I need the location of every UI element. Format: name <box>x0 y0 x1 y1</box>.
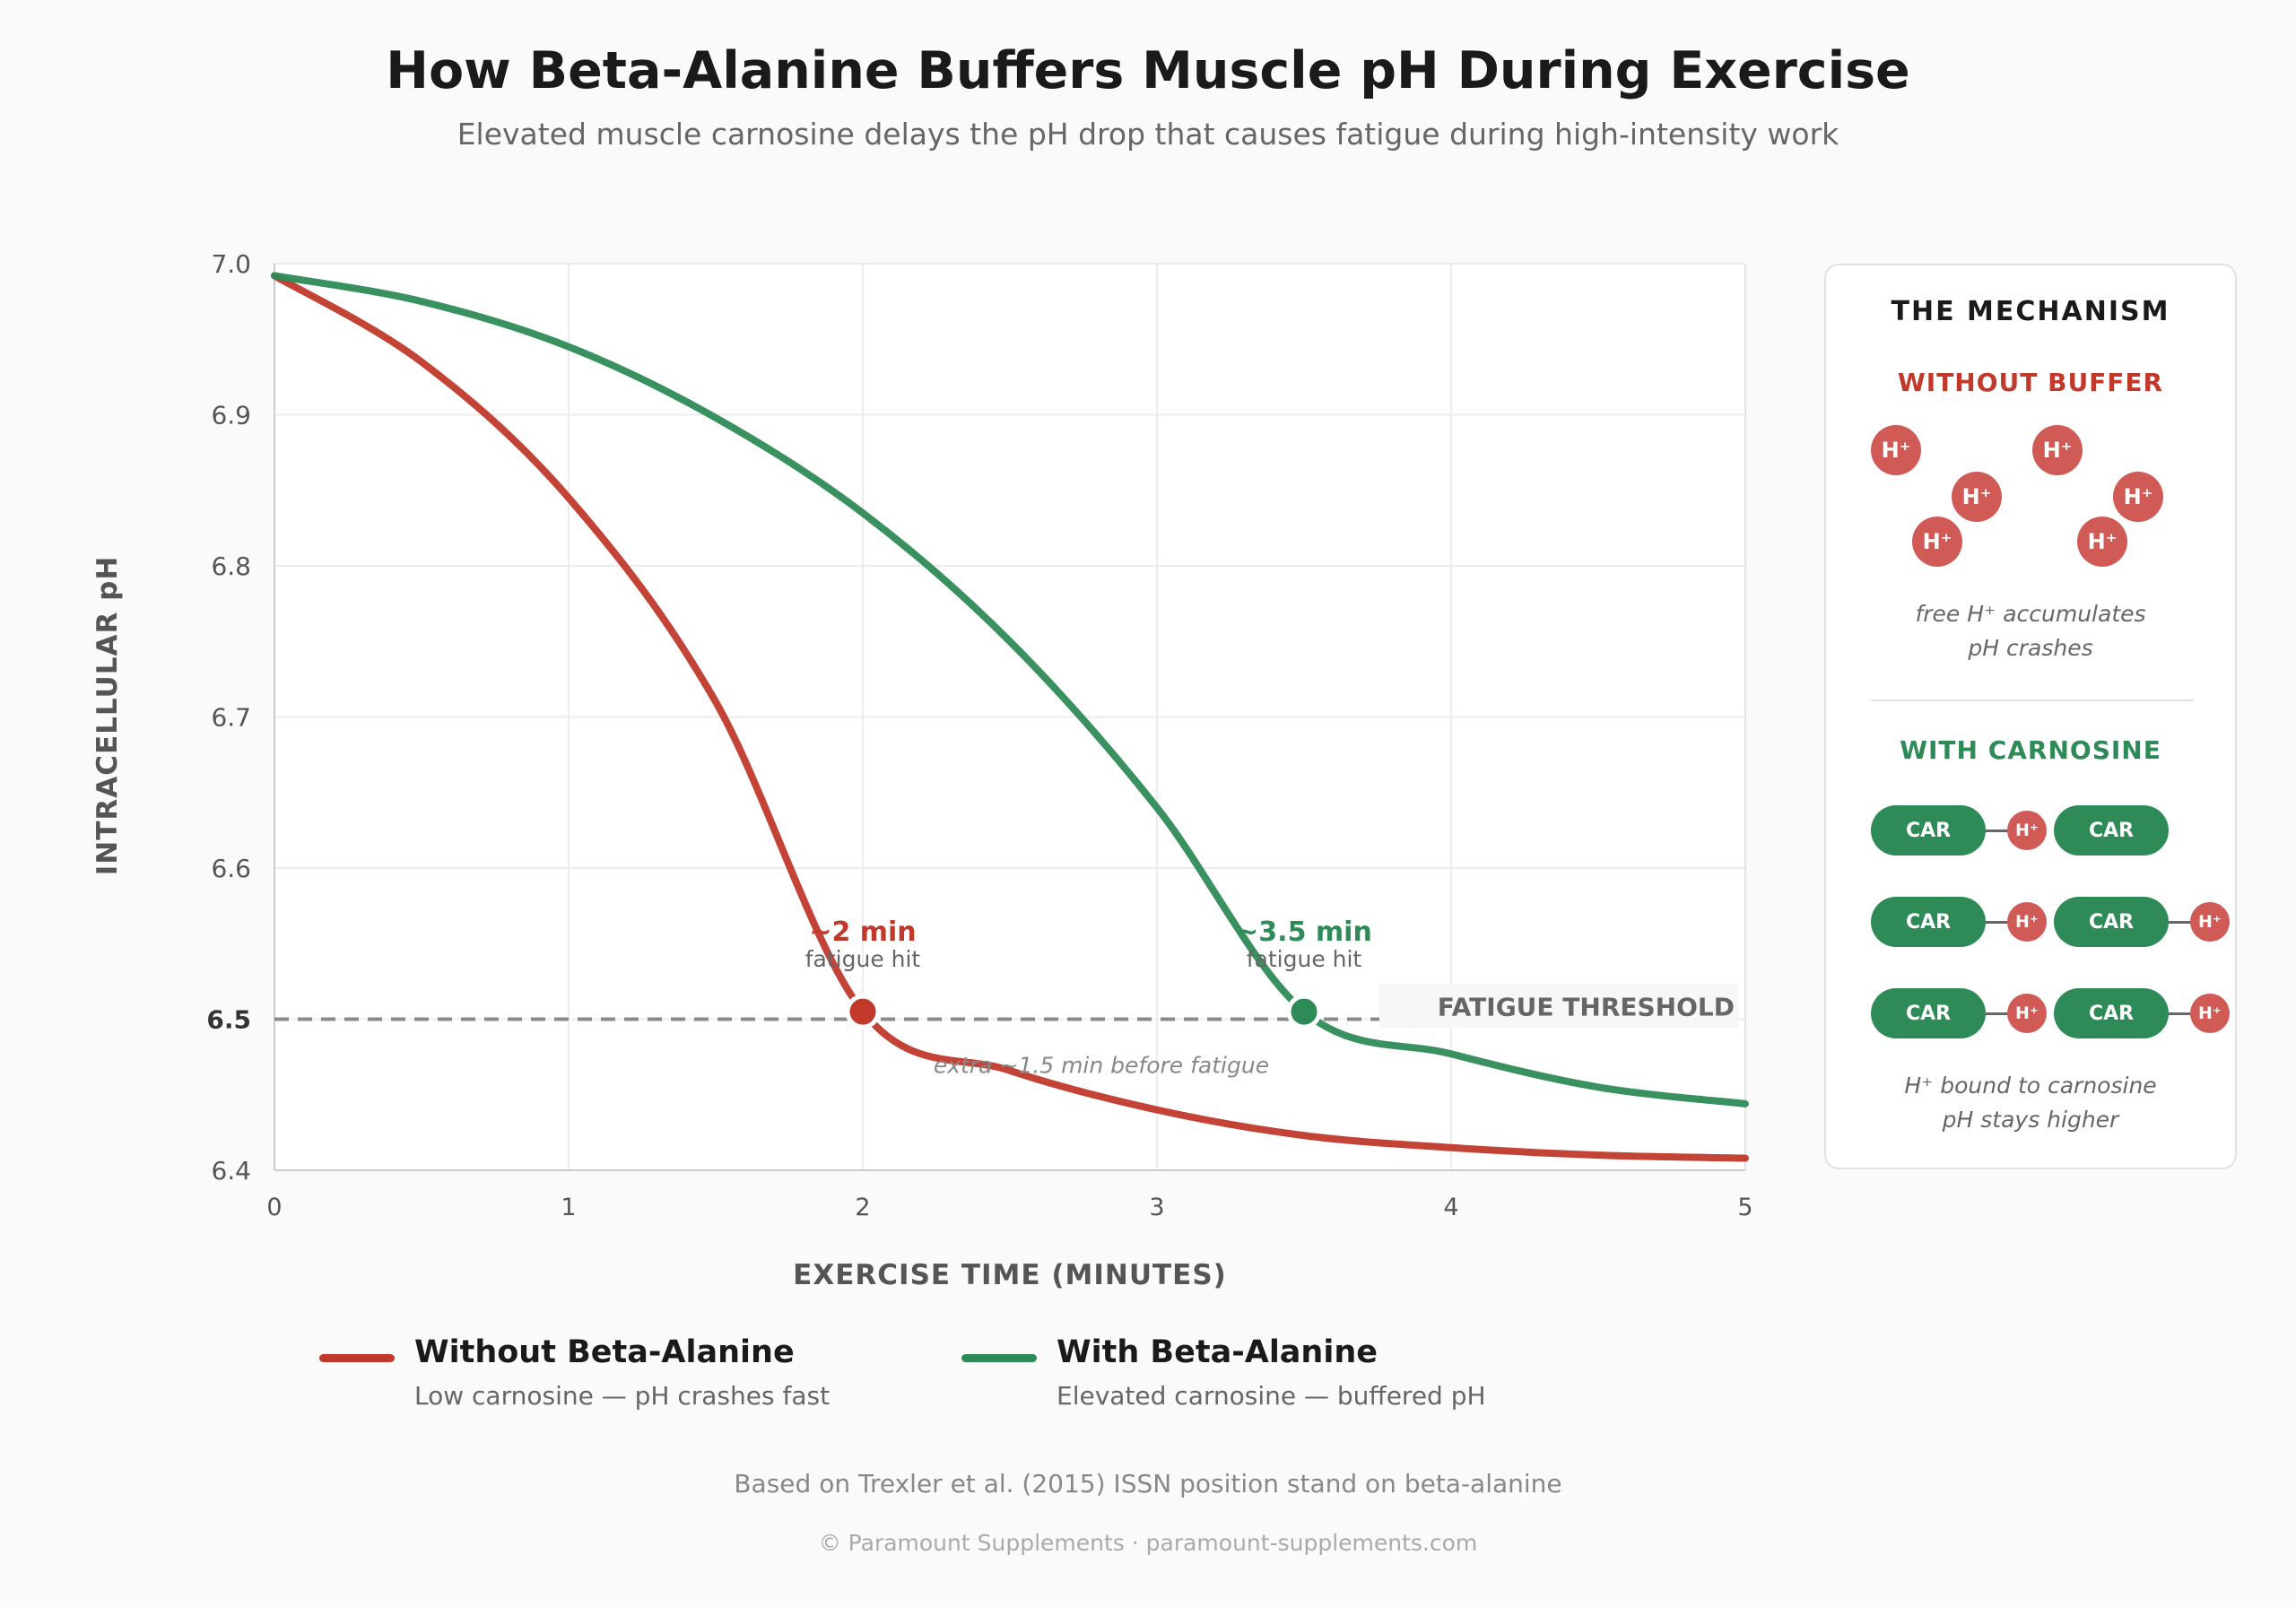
bond-line <box>1986 921 2009 924</box>
bond-line <box>2169 1012 2192 1015</box>
y-tick-label: 6.4 <box>211 1156 251 1186</box>
with-caption-line-1: H⁺ bound to carnosine <box>1904 1073 2157 1099</box>
free-h-ion: H⁺ <box>1871 425 1921 475</box>
threshold-label: FATIGUE THRESHOLD <box>1438 993 1735 1022</box>
bound-h-ion: H⁺ <box>2007 994 2047 1033</box>
series-lines <box>271 272 1749 1162</box>
carnosine-molecule: CAR <box>2054 897 2169 947</box>
source-note: Based on Trexler et al. (2015) ISSN posi… <box>734 1469 1562 1498</box>
x-tick-label: 1 <box>561 1194 576 1221</box>
y-tick-label: 6.9 <box>211 401 251 430</box>
bond-line <box>1986 1012 2009 1015</box>
bound-h-ion: H⁺ <box>2190 994 2230 1033</box>
fatigue-sublabel: fatigue hit <box>805 946 921 972</box>
without-caption-line-1: free H⁺ accumulates <box>1915 601 2146 627</box>
fatigue-point-marker <box>1286 994 1322 1029</box>
y-tick-label: 6.6 <box>211 854 251 883</box>
x-tick-label: 0 <box>266 1194 282 1221</box>
fatigue-time-label: ~3.5 min <box>1236 916 1372 948</box>
legend-label-with: With Beta-Alanine <box>1057 1334 1378 1370</box>
carnosine-molecule: CAR <box>1871 988 1986 1038</box>
panel-divider <box>1871 699 2194 701</box>
chart-subtitle: Elevated muscle carnosine delays the pH … <box>457 117 1839 152</box>
legend-item-without: Without Beta-Alanine Low carnosine — pH … <box>319 1334 947 1424</box>
bound-h-ion: H⁺ <box>2007 811 2047 850</box>
with-carnosine-title: WITH CARNOSINE <box>1900 735 2161 765</box>
carnosine-molecule: CAR <box>2054 805 2169 856</box>
free-h-ion: H⁺ <box>1912 517 1962 567</box>
legend-desc-with: Elevated carnosine — buffered pH <box>1057 1381 1486 1411</box>
free-h-ion: H⁺ <box>2077 517 2127 567</box>
bound-h-ion: H⁺ <box>2190 902 2230 942</box>
fatigue-point-marker <box>845 994 881 1029</box>
grid-lines <box>274 263 1746 1171</box>
series-line-with <box>271 272 1749 1108</box>
y-tick-label: 6.8 <box>211 552 251 581</box>
carnosine-molecule: CAR <box>1871 805 1986 856</box>
series-line-without <box>271 272 1749 1162</box>
mechanism-title: THE MECHANISM <box>1891 296 2170 327</box>
legend-item-with: With Beta-Alanine Elevated carnosine — b… <box>961 1334 1589 1424</box>
carnosine-molecule: CAR <box>2054 988 2169 1038</box>
gap-note: extra ~1.5 min before fatigue <box>934 1053 1269 1079</box>
y-tick-label: 7.0 <box>211 249 251 279</box>
fatigue-time-label: ~2 min <box>809 916 916 948</box>
fatigue-sublabel: fatigue hit <box>1247 946 1362 972</box>
with-caption-line-2: pH stays higher <box>1942 1107 2119 1133</box>
carnosine-molecule: CAR <box>1871 897 1986 947</box>
copyright: © Paramount Supplements · paramount-supp… <box>818 1530 1478 1556</box>
without-buffer-title: WITHOUT BUFFER <box>1897 368 2164 397</box>
free-h-ion: H⁺ <box>1952 472 2002 522</box>
x-tick-label: 2 <box>855 1194 870 1221</box>
legend-desc-without: Low carnosine — pH crashes fast <box>414 1381 831 1411</box>
axes: 0 1 2 3 4 5 6.4 6.5 6.6 6.7 6.8 6.9 7.0 <box>206 249 1752 1221</box>
legend-swatch-with <box>961 1354 1037 1362</box>
x-axis-label: EXERCISE TIME (MINUTES) <box>793 1259 1227 1291</box>
y-axis-label: INTRACELLULAR pH <box>91 555 124 876</box>
x-tick-label: 3 <box>1149 1194 1164 1221</box>
free-h-ion: H⁺ <box>2032 425 2083 475</box>
without-caption-line-2: pH crashes <box>1968 635 2093 661</box>
mechanism-panel: THE MECHANISM WITHOUT BUFFER H⁺ H⁺ H⁺ H⁺… <box>1824 264 2237 1169</box>
bond-line <box>1986 830 2009 832</box>
legend-label-without: Without Beta-Alanine <box>414 1334 795 1370</box>
bound-h-ion: H⁺ <box>2007 902 2047 942</box>
legend-swatch-without <box>319 1354 395 1362</box>
fatigue-threshold: FATIGUE THRESHOLD <box>274 983 1738 1029</box>
free-h-ion: H⁺ <box>2113 472 2163 522</box>
y-tick-label: 6.7 <box>211 703 251 733</box>
chart-title: How Beta-Alanine Buffers Muscle pH Durin… <box>386 41 1910 100</box>
x-tick-label: 4 <box>1443 1194 1458 1221</box>
y-tick-label: 6.5 <box>206 1005 251 1035</box>
x-tick-label: 5 <box>1737 1194 1752 1221</box>
threshold-label-bg <box>1379 983 1738 1029</box>
bond-line <box>2169 921 2192 924</box>
